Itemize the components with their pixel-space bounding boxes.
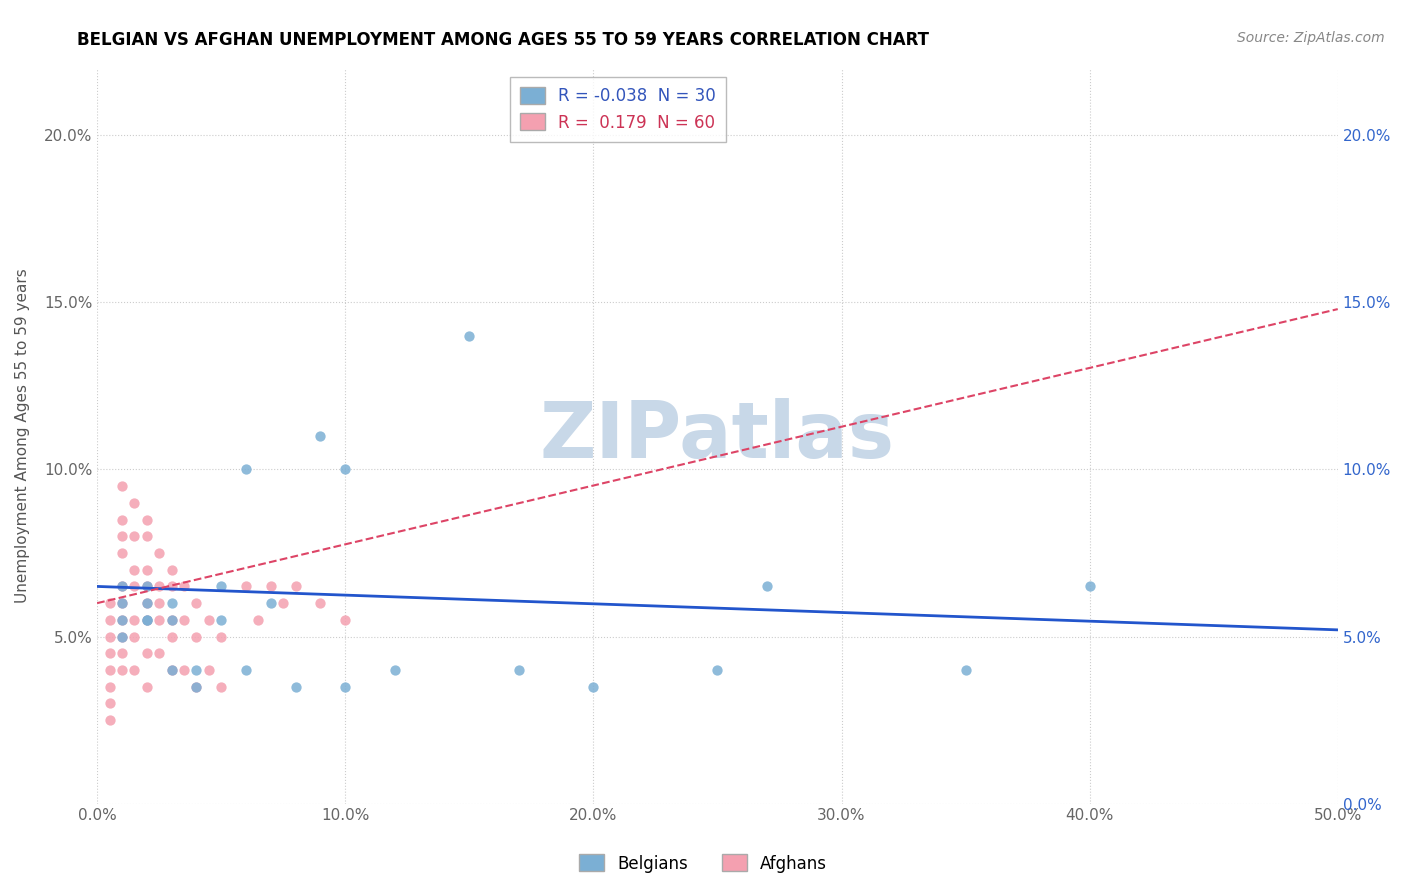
Point xyxy=(260,596,283,610)
Point xyxy=(186,680,208,694)
Point xyxy=(98,663,121,677)
Point xyxy=(309,429,332,443)
Point xyxy=(160,596,183,610)
Point xyxy=(124,630,146,644)
Point xyxy=(135,596,157,610)
Point xyxy=(135,613,157,627)
Point xyxy=(124,613,146,627)
Point xyxy=(160,663,183,677)
Point xyxy=(271,596,294,610)
Point xyxy=(124,563,146,577)
Point xyxy=(197,663,219,677)
Point xyxy=(98,596,121,610)
Point xyxy=(335,613,357,627)
Point xyxy=(209,579,232,593)
Point xyxy=(148,596,170,610)
Point xyxy=(111,579,134,593)
Point xyxy=(160,613,183,627)
Point xyxy=(98,713,121,727)
Point xyxy=(124,496,146,510)
Point xyxy=(173,613,195,627)
Point xyxy=(98,630,121,644)
Point xyxy=(111,663,134,677)
Point xyxy=(111,646,134,660)
Point xyxy=(284,579,307,593)
Point xyxy=(1078,579,1101,593)
Legend: R = -0.038  N = 30, R =  0.179  N = 60: R = -0.038 N = 30, R = 0.179 N = 60 xyxy=(510,77,727,142)
Point xyxy=(111,630,134,644)
Text: Source: ZipAtlas.com: Source: ZipAtlas.com xyxy=(1237,31,1385,45)
Point xyxy=(508,663,530,677)
Point xyxy=(148,546,170,560)
Point xyxy=(98,680,121,694)
Point xyxy=(235,579,257,593)
Point xyxy=(209,680,232,694)
Point xyxy=(111,513,134,527)
Point xyxy=(135,563,157,577)
Point xyxy=(335,680,357,694)
Point xyxy=(160,630,183,644)
Legend: Belgians, Afghans: Belgians, Afghans xyxy=(572,847,834,880)
Point xyxy=(756,579,779,593)
Point xyxy=(309,596,332,610)
Point xyxy=(235,462,257,476)
Point xyxy=(173,663,195,677)
Point xyxy=(148,613,170,627)
Point xyxy=(111,579,134,593)
Point xyxy=(384,663,406,677)
Point xyxy=(124,579,146,593)
Point xyxy=(111,529,134,543)
Point xyxy=(284,680,307,694)
Point xyxy=(235,663,257,677)
Point xyxy=(111,630,134,644)
Point xyxy=(135,596,157,610)
Text: ZIPatlas: ZIPatlas xyxy=(540,398,896,474)
Point xyxy=(186,680,208,694)
Point xyxy=(197,613,219,627)
Point xyxy=(111,479,134,493)
Point xyxy=(135,529,157,543)
Point xyxy=(955,663,977,677)
Point xyxy=(124,529,146,543)
Point xyxy=(260,579,283,593)
Point xyxy=(458,328,481,343)
Point xyxy=(160,579,183,593)
Point xyxy=(111,613,134,627)
Point xyxy=(124,663,146,677)
Point xyxy=(209,613,232,627)
Point xyxy=(209,630,232,644)
Point xyxy=(148,579,170,593)
Point xyxy=(111,596,134,610)
Point xyxy=(135,579,157,593)
Point xyxy=(111,613,134,627)
Point xyxy=(160,663,183,677)
Text: BELGIAN VS AFGHAN UNEMPLOYMENT AMONG AGES 55 TO 59 YEARS CORRELATION CHART: BELGIAN VS AFGHAN UNEMPLOYMENT AMONG AGE… xyxy=(77,31,929,49)
Point xyxy=(98,646,121,660)
Point xyxy=(186,630,208,644)
Point xyxy=(582,680,605,694)
Point xyxy=(135,613,157,627)
Point xyxy=(335,462,357,476)
Point xyxy=(111,596,134,610)
Point xyxy=(135,680,157,694)
Point xyxy=(160,563,183,577)
Point xyxy=(186,596,208,610)
Point xyxy=(706,663,728,677)
Point xyxy=(135,613,157,627)
Point xyxy=(173,579,195,593)
Point xyxy=(186,663,208,677)
Y-axis label: Unemployment Among Ages 55 to 59 years: Unemployment Among Ages 55 to 59 years xyxy=(15,268,30,604)
Point xyxy=(135,646,157,660)
Point xyxy=(160,613,183,627)
Point xyxy=(148,646,170,660)
Point xyxy=(98,613,121,627)
Point xyxy=(247,613,270,627)
Point xyxy=(111,546,134,560)
Point xyxy=(98,697,121,711)
Point xyxy=(135,579,157,593)
Point xyxy=(135,513,157,527)
